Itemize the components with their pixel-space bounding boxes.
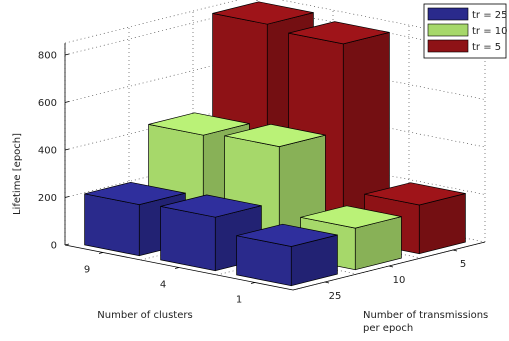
z-tick-label: 0	[51, 241, 57, 252]
bar-top-face	[236, 223, 338, 247]
legend-swatch	[427, 7, 469, 21]
y-tick-label: 25	[329, 291, 342, 302]
y-axis-label-line1: Number of transmissions	[363, 310, 488, 321]
z-tick-label: 600	[38, 98, 57, 109]
x-tick-label: 4	[160, 280, 166, 291]
grid-line-z-800	[64, 6, 486, 56]
x-axis-label: Number of clusters	[97, 310, 192, 321]
legend-label: tr = 10	[472, 26, 508, 37]
z-tick-800	[64, 53, 70, 56]
bar-top-face	[224, 123, 326, 147]
z-tick-0	[64, 243, 70, 246]
bar-25-1	[236, 223, 338, 287]
z-tick-label: 800	[38, 51, 57, 62]
bar-top-face	[300, 205, 402, 229]
legend-label: tr = 25	[472, 10, 508, 21]
y-tick-label: 5	[460, 259, 466, 270]
y-tick	[452, 249, 458, 252]
legend-label: tr = 5	[472, 42, 501, 53]
grid-line-z-400	[64, 101, 486, 151]
bar-top-face	[212, 1, 314, 25]
x-tick-label: 1	[236, 295, 242, 306]
z-tick-label: 200	[38, 193, 57, 204]
bars	[84, 1, 466, 287]
bar-top-face	[288, 21, 390, 45]
grid-line-z-600	[64, 54, 486, 103]
grid-line-z-200	[64, 149, 486, 198]
legend: tr = 25 tr = 10 tr = 5	[423, 3, 508, 59]
grid-top-edge	[64, 0, 486, 44]
y-tick-label: 10	[393, 275, 406, 286]
x-tick	[250, 282, 256, 284]
legend-swatch	[427, 39, 469, 53]
tick-labels: 0 200 400 600 800 9 4 1 25 10 5	[38, 51, 466, 306]
x-tick	[98, 252, 104, 254]
z-tick-400	[64, 148, 70, 151]
y-tick	[324, 281, 330, 284]
z-axis-label: Lifetime [epoch]	[12, 133, 23, 215]
bar-top-face	[84, 181, 186, 205]
legend-swatch	[427, 23, 469, 37]
z-tick-200	[64, 196, 70, 198]
x-tick-label: 9	[84, 265, 90, 276]
bar-top-face	[148, 112, 250, 136]
bar-front-face	[160, 205, 216, 272]
z-tick-600	[64, 101, 70, 103]
y-tick	[388, 265, 394, 268]
bar-top-face	[160, 194, 262, 218]
bar-top-face	[364, 182, 466, 206]
z-tick-label: 400	[38, 146, 57, 157]
y-axis-label-line2: per epoch	[363, 323, 413, 334]
x-tick	[174, 267, 180, 269]
